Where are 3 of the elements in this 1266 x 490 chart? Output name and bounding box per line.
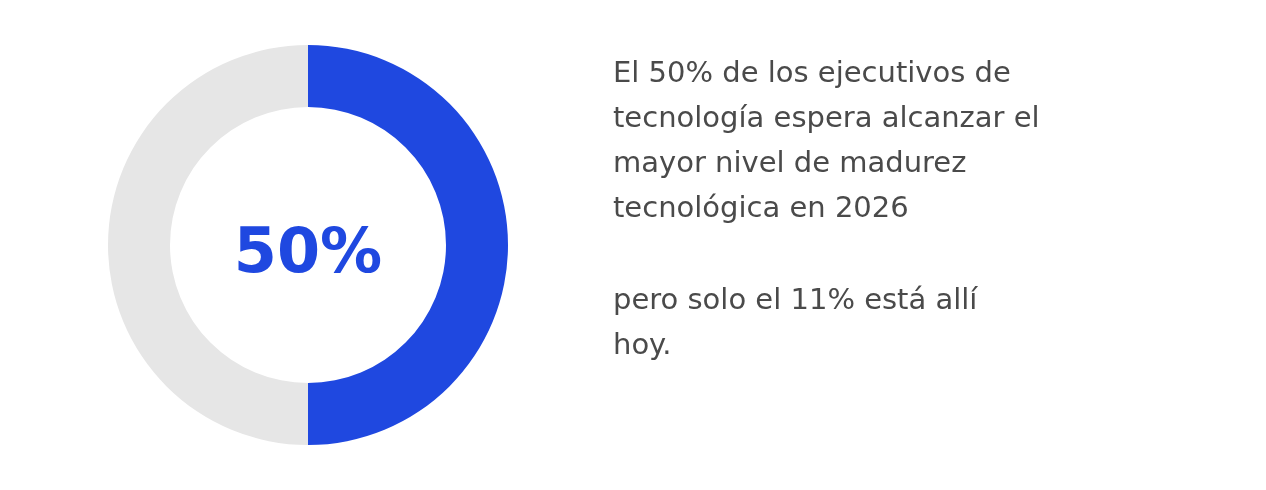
- text: El 50% de los ejecutivos de tecnología espera alcanzar el mayor nivel de madurez tecnológica en 2026: [613, 55, 1040, 224]
- text: pero solo el 11% está allí hoy.: [613, 282, 979, 361]
- data-label: 50%: [233, 214, 383, 287]
